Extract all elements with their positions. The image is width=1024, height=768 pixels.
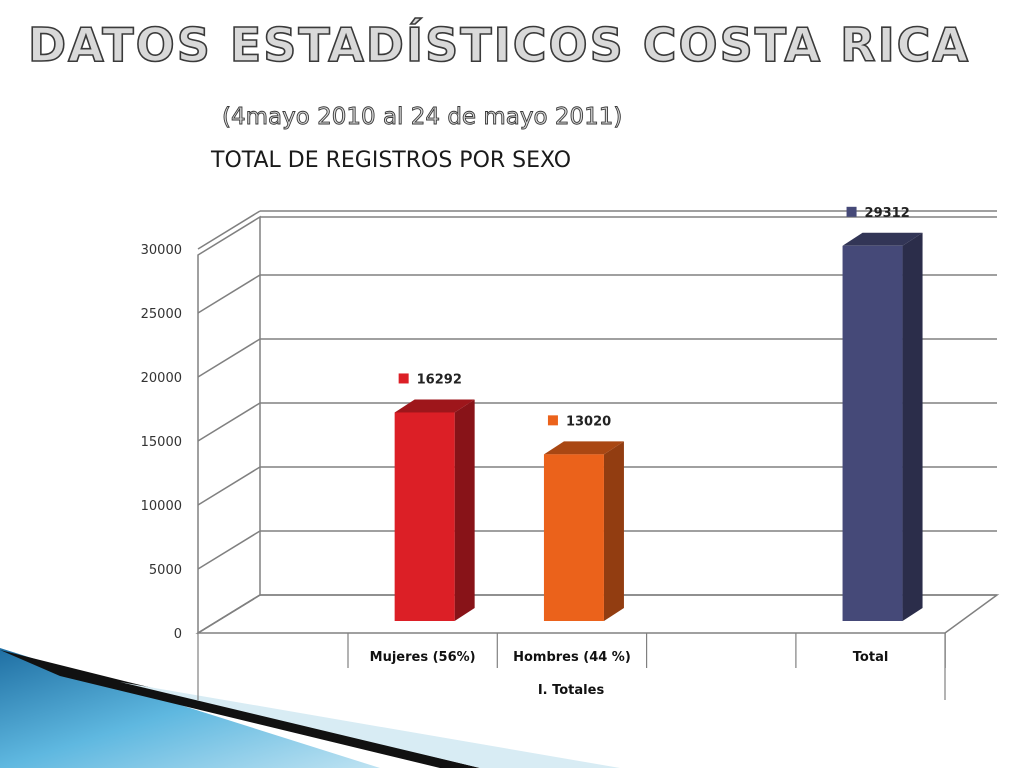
x-tick-label: Hombres (44 %): [513, 650, 631, 665]
x-tick-label: Total: [853, 650, 889, 665]
y-tick-label: 0: [174, 627, 182, 642]
bar: [394, 412, 455, 621]
decorative-swoosh: [0, 648, 620, 768]
gridline-side: [197, 274, 261, 314]
data-label: 16292: [417, 372, 462, 387]
gridline-side: [197, 530, 261, 570]
y-tick-label: 10000: [141, 499, 182, 514]
data-label-marker: [398, 373, 409, 384]
y-tick-label: 15000: [141, 435, 182, 450]
y-tick-label: 25000: [141, 307, 182, 322]
chart-floor: [195, 594, 1000, 634]
data-label: 13020: [566, 414, 611, 429]
slide-subtitle: (4mayo 2010 al 24 de mayo 2011): [222, 104, 623, 131]
bar-top: [543, 441, 624, 455]
slide-title: DATOS ESTADÍSTICOS COSTA RICA: [27, 17, 971, 73]
y-tick-label: 5000: [149, 563, 182, 578]
x-group-label: I. Totales: [538, 683, 605, 698]
x-axis: Mujeres (56%) Hombres (44 %) Total I. Total…: [347, 633, 946, 700]
bar: [842, 245, 903, 621]
x-tick-label: Mujeres (56%): [370, 650, 476, 665]
bar-side: [454, 399, 475, 621]
y-tick-label: 20000: [141, 371, 182, 386]
data-label: 29312: [865, 206, 910, 221]
chart-bars: 16292 13020 29312: [394, 206, 923, 621]
swoosh-light: [120, 682, 620, 768]
gridline-side: [197, 210, 261, 250]
side-wall: [197, 215, 261, 635]
gridline-side: [197, 466, 261, 506]
chart-title: TOTAL DE REGISTROS POR SEXO: [211, 148, 572, 173]
bar-side: [603, 441, 624, 621]
data-label-marker: [547, 415, 558, 426]
bar-top: [842, 232, 923, 246]
gridline-side: [197, 338, 261, 378]
y-tick-label: 30000: [141, 243, 182, 258]
data-label-marker: [846, 206, 857, 217]
bar-side: [902, 232, 923, 621]
bar-top: [394, 399, 475, 413]
bar: [543, 454, 604, 621]
gridline-side: [197, 402, 261, 442]
y-axis-ticks: 0 5000 10000 15000 20000 25000 30000: [141, 243, 182, 642]
